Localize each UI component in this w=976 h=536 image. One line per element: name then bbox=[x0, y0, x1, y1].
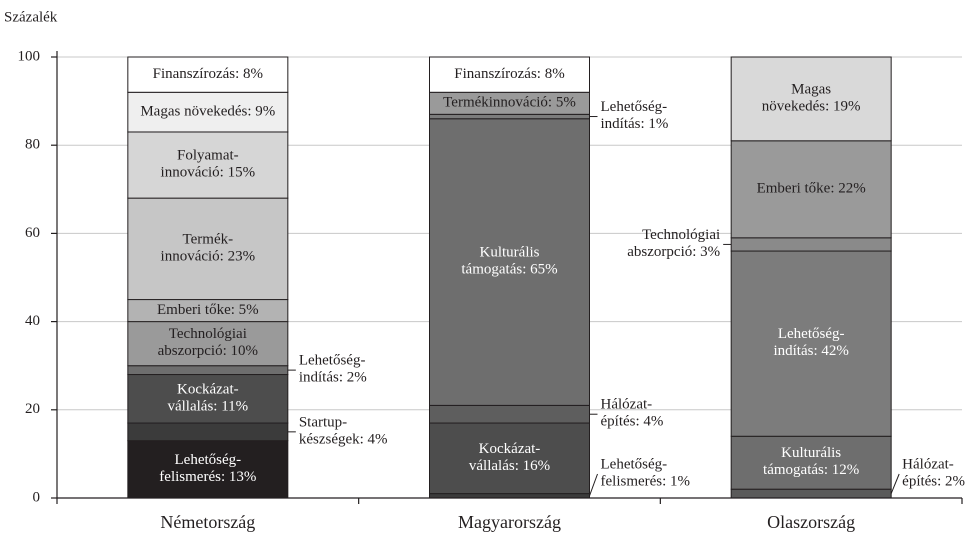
segment-label: Emberi tőke: 5% bbox=[157, 302, 259, 318]
bar-segment bbox=[429, 404, 590, 424]
segment-label: Startup-készségek: 4% bbox=[299, 415, 388, 448]
x-tick-label: Magyarország bbox=[458, 512, 561, 532]
segment-label: Lehetőség-indítás: 42% bbox=[773, 327, 848, 360]
segment-label: Magas növekedés: 9% bbox=[140, 104, 275, 120]
y-tick-label: 80 bbox=[25, 137, 40, 153]
bar-segment bbox=[730, 56, 892, 142]
bar-segment bbox=[730, 435, 892, 490]
y-tick-label: 20 bbox=[25, 401, 40, 417]
segment-label: Lehetőség-felismerés: 1% bbox=[601, 457, 691, 490]
segment-label: Kulturális támogatás: 12% bbox=[763, 446, 859, 479]
bar-segment bbox=[429, 56, 590, 93]
bar-segment bbox=[127, 365, 289, 376]
bar-segment bbox=[730, 237, 892, 252]
bar-segment bbox=[127, 197, 289, 301]
y-tick-label: 100 bbox=[18, 48, 41, 64]
segment-label: Lehetőség-felismerés: 13% bbox=[159, 452, 256, 485]
segment-label: Finanszírozás: 8% bbox=[454, 66, 564, 82]
segment-label: Termék-innováció: 23% bbox=[161, 232, 256, 265]
bar-segment bbox=[730, 250, 892, 437]
leader-line bbox=[890, 473, 900, 494]
segment-label: Termékinnováció: 5% bbox=[443, 95, 576, 111]
bar-segment bbox=[730, 488, 892, 499]
segment-label: Lehetőség-indítás: 1% bbox=[601, 99, 669, 132]
segment-label: Folyamat-innováció: 15% bbox=[161, 148, 256, 181]
bar-segment bbox=[429, 118, 590, 406]
x-tick-label: Olaszország bbox=[767, 512, 855, 532]
y-tick-label: 40 bbox=[25, 313, 40, 329]
y-tick-label: 0 bbox=[33, 489, 41, 505]
segment-label: Emberi tőke: 22% bbox=[757, 181, 866, 197]
segment-label: Technológiai abszorpció: 10% bbox=[158, 327, 258, 360]
bar-segment bbox=[127, 374, 289, 424]
bar-segment bbox=[127, 131, 289, 199]
segment-label: Technológiai abszorpció: 3% bbox=[627, 227, 720, 260]
bar-segment bbox=[730, 140, 892, 239]
x-tick-label: Németország bbox=[160, 512, 255, 532]
bar-segment bbox=[127, 91, 289, 133]
bar-segment bbox=[429, 113, 590, 120]
segment-label: Lehetőség-indítás: 2% bbox=[299, 353, 367, 386]
bar-segment bbox=[429, 493, 590, 499]
bar-segment bbox=[127, 56, 289, 93]
y-axis-title: Százalék bbox=[4, 9, 58, 25]
segment-label: Kulturális támogatás: 65% bbox=[461, 245, 557, 278]
segment-label: Magas növekedés: 19% bbox=[762, 82, 861, 115]
bar-segment bbox=[127, 321, 289, 367]
segment-label: Hálózat-építés: 2% bbox=[902, 457, 965, 490]
bar-segment bbox=[127, 440, 289, 499]
segment-label: Hálózat-építés: 4% bbox=[601, 397, 664, 430]
segment-label: Finanszírozás: 8% bbox=[153, 66, 263, 82]
leader-line bbox=[589, 473, 598, 496]
segment-label: Kockázat-vállalás: 16% bbox=[469, 441, 550, 474]
y-tick-label: 60 bbox=[25, 225, 40, 241]
bar-segment bbox=[127, 422, 289, 442]
segment-label: Kockázat-vállalás: 11% bbox=[167, 382, 248, 415]
